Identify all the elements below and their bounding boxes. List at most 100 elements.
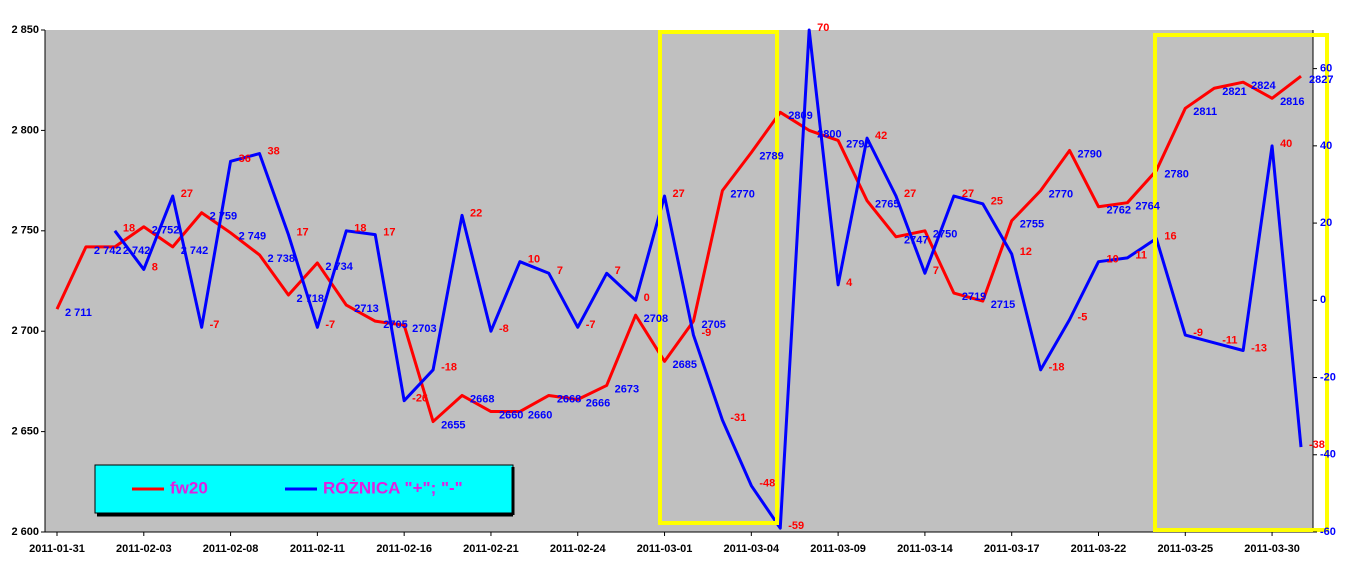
data-label: 2790 (1078, 148, 1102, 160)
y-tick-label: 2 750 (11, 225, 39, 237)
data-label: 2827 (1309, 74, 1333, 86)
y2-tick-label: -20 (1320, 371, 1336, 383)
data-label: 2685 (673, 359, 697, 371)
data-label: 2666 (586, 397, 610, 409)
data-label: 2809 (788, 110, 812, 122)
data-label: 17 (296, 227, 308, 239)
y2-tick-label: -40 (1320, 449, 1336, 461)
legend-label: RÓŻNICA "+"; "-" (323, 478, 463, 497)
data-label: 2655 (441, 419, 465, 431)
data-label: -7 (325, 319, 335, 331)
data-label: 2 711 (65, 307, 92, 319)
y-tick-label: 2 600 (11, 526, 39, 538)
data-label: 2 718 (296, 293, 324, 305)
data-label: 2 734 (325, 261, 353, 273)
data-label: -26 (412, 393, 428, 405)
data-label: 27 (181, 188, 193, 200)
data-label: -13 (1251, 342, 1267, 354)
data-label: 2705 (701, 319, 725, 331)
x-tick-label: 2011-01-31 (29, 543, 85, 555)
data-label: 16 (1164, 230, 1176, 242)
plot-area (45, 30, 1313, 532)
x-tick-label: 2011-02-03 (116, 543, 172, 555)
data-label: 7 (557, 265, 563, 277)
data-label: 2 759 (210, 211, 238, 223)
data-label: 2705 (383, 319, 407, 331)
data-label: 2715 (991, 299, 1015, 311)
x-tick-label: 2011-02-21 (463, 543, 519, 555)
data-label: 10 (528, 254, 540, 266)
y-tick-label: 2 700 (11, 325, 39, 337)
y2-tick-label: 40 (1320, 140, 1332, 152)
y2-tick-label: 60 (1320, 63, 1332, 75)
data-label: 36 (239, 153, 251, 165)
data-label: 27 (673, 188, 685, 200)
data-label: 2668 (557, 393, 581, 405)
data-label: 22 (470, 207, 482, 219)
data-label: 2764 (1135, 201, 1160, 213)
data-label: 2660 (528, 409, 552, 421)
data-label: 27 (904, 188, 916, 200)
data-label: 2 742 (123, 245, 151, 257)
data-label: 2816 (1280, 96, 1304, 108)
y2-tick-label: -60 (1320, 526, 1336, 538)
data-label: 2750 (933, 229, 957, 241)
data-label: 2811 (1193, 106, 1217, 118)
data-label: 2713 (354, 303, 378, 315)
data-label: -48 (759, 478, 775, 490)
data-label: 2 749 (239, 231, 267, 243)
data-label: 2 738 (268, 253, 296, 265)
data-label: 2 752 (152, 225, 180, 237)
x-tick-label: 2011-03-17 (984, 543, 1040, 555)
data-label: -11 (1222, 335, 1237, 347)
data-label: 2719 (962, 291, 986, 303)
data-label: -9 (1193, 327, 1203, 339)
x-tick-label: 2011-03-04 (723, 543, 780, 555)
data-label: 2703 (412, 323, 436, 335)
data-label: -9 (701, 327, 711, 339)
data-label: 18 (123, 223, 135, 235)
data-label: 70 (817, 22, 829, 34)
data-label: 2780 (1164, 168, 1188, 180)
data-label: 2 742 (94, 245, 122, 257)
data-label: 18 (354, 223, 366, 235)
data-label: 11 (1135, 250, 1147, 262)
data-label: -31 (730, 412, 746, 424)
x-tick-label: 2011-02-08 (203, 543, 259, 555)
data-label: 2800 (817, 128, 841, 140)
data-label: 2765 (875, 199, 899, 211)
data-label: 2755 (1020, 219, 1044, 231)
data-label: -59 (788, 520, 804, 532)
data-label: -5 (1078, 312, 1088, 324)
series-line (55, 74, 1302, 424)
y2-tick-label: 0 (1320, 294, 1326, 306)
data-label: 2708 (644, 313, 668, 325)
x-tick-label: 2011-03-25 (1157, 543, 1213, 555)
data-label: 2789 (759, 150, 783, 162)
data-label: 42 (875, 130, 887, 142)
y-tick-label: 2 800 (11, 124, 39, 136)
data-label: 38 (268, 145, 280, 157)
data-label: -7 (586, 319, 596, 331)
data-label: 2747 (904, 235, 928, 247)
data-label: 7 (615, 265, 621, 277)
legend-label: fw20 (170, 478, 208, 497)
data-label: 2762 (1106, 205, 1130, 217)
data-label: 25 (991, 196, 1003, 208)
highlight-box (658, 30, 779, 525)
data-label: 2673 (615, 383, 639, 395)
data-label: 4 (846, 277, 853, 289)
x-tick-label: 2011-03-14 (897, 543, 954, 555)
data-label: 2770 (1049, 189, 1073, 201)
x-tick-label: 2011-03-01 (637, 543, 693, 555)
data-label: -38 (1309, 439, 1325, 451)
y2-tick-label: 20 (1320, 217, 1332, 229)
y-tick-label: 2 650 (11, 426, 39, 438)
data-label: -8 (499, 323, 509, 335)
x-tick-label: 2011-03-22 (1071, 543, 1127, 555)
data-label: 10 (1106, 254, 1118, 266)
data-label: 2821 (1222, 86, 1246, 98)
y-tick-label: 2 850 (11, 24, 39, 36)
data-label: 2668 (470, 393, 494, 405)
data-label: 27 (962, 188, 974, 200)
